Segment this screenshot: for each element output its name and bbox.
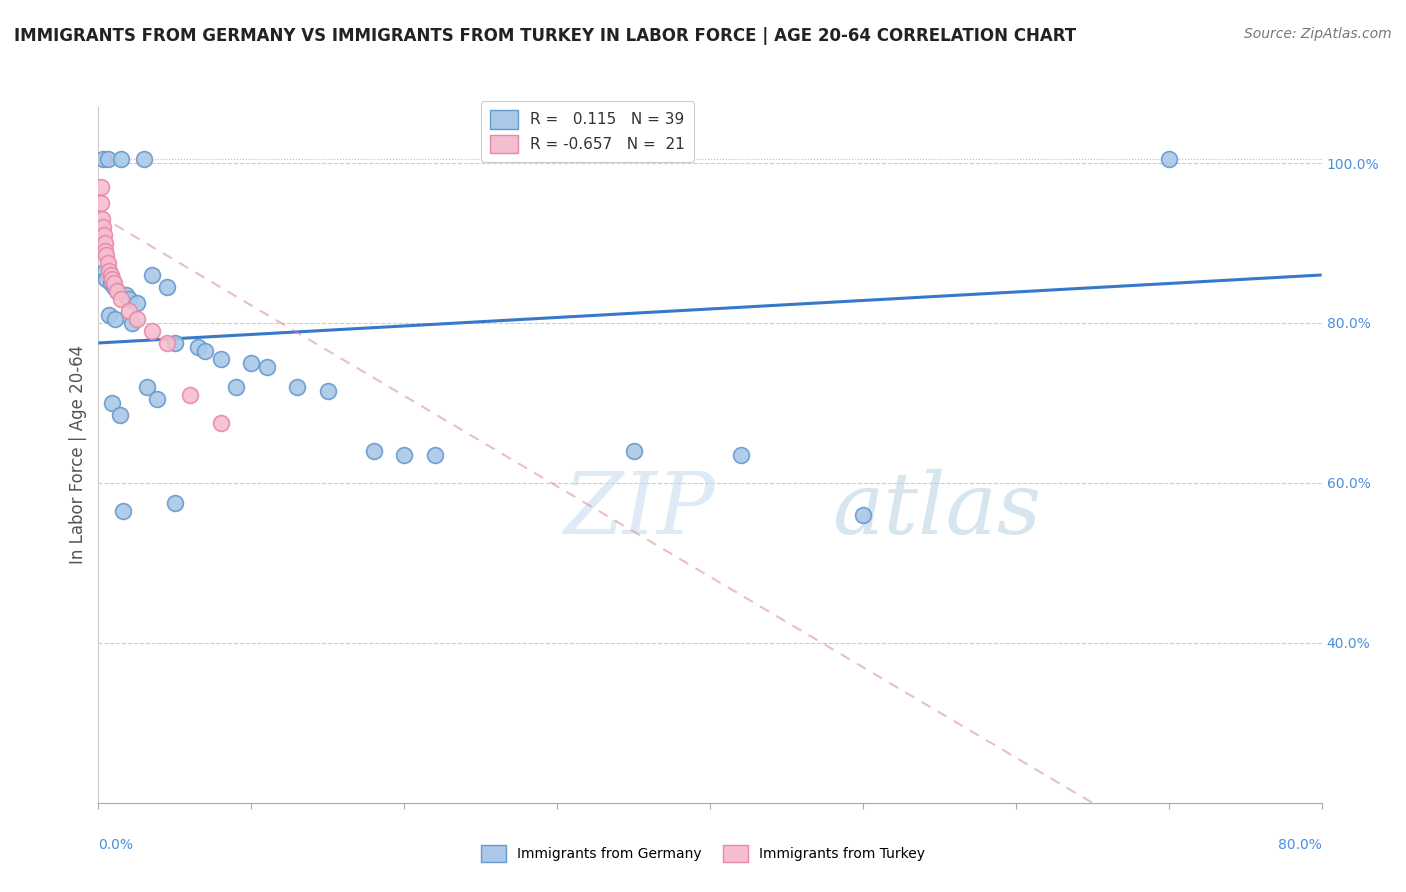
Y-axis label: In Labor Force | Age 20-64: In Labor Force | Age 20-64: [69, 345, 87, 565]
Point: [285, 380, 308, 394]
Text: 80.0%: 80.0%: [1278, 838, 1322, 853]
Text: 0.0%: 0.0%: [98, 838, 134, 853]
Point: [93, 227, 115, 242]
Point: [141, 324, 163, 338]
Point: [187, 340, 209, 354]
Point: [256, 359, 278, 374]
Point: [91, 219, 114, 234]
Point: [1157, 152, 1180, 166]
Point: [163, 335, 186, 350]
Point: [115, 288, 138, 302]
Point: [91, 152, 114, 166]
Text: ZIP: ZIP: [564, 469, 716, 552]
Point: [125, 296, 148, 310]
Point: [105, 284, 128, 298]
Legend: R =   0.115   N = 39, R = -0.657   N =  21: R = 0.115 N = 39, R = -0.657 N = 21: [481, 101, 695, 162]
Point: [91, 212, 114, 227]
Point: [156, 335, 179, 350]
Point: [136, 380, 159, 394]
Point: [118, 304, 141, 318]
Legend: Immigrants from Germany, Immigrants from Turkey: Immigrants from Germany, Immigrants from…: [475, 839, 931, 867]
Point: [118, 292, 141, 306]
Point: [141, 268, 163, 282]
Point: [225, 380, 247, 394]
Point: [121, 316, 143, 330]
Point: [100, 276, 122, 290]
Point: [101, 272, 124, 286]
Point: [110, 152, 132, 166]
Point: [125, 312, 148, 326]
Point: [134, 152, 156, 166]
Point: [103, 280, 125, 294]
Text: Source: ZipAtlas.com: Source: ZipAtlas.com: [1244, 27, 1392, 41]
Point: [108, 408, 131, 422]
Text: IMMIGRANTS FROM GERMANY VS IMMIGRANTS FROM TURKEY IN LABOR FORCE | AGE 20-64 COR: IMMIGRANTS FROM GERMANY VS IMMIGRANTS FR…: [14, 27, 1076, 45]
Point: [240, 356, 263, 370]
Point: [105, 284, 128, 298]
Point: [194, 343, 217, 358]
Point: [179, 388, 201, 402]
Point: [94, 272, 117, 286]
Point: [392, 448, 416, 462]
Text: atlas: atlas: [832, 469, 1042, 552]
Point: [209, 351, 232, 366]
Point: [90, 180, 112, 194]
Point: [97, 256, 120, 270]
Point: [97, 152, 120, 166]
Point: [316, 384, 339, 398]
Point: [101, 396, 124, 410]
Point: [145, 392, 167, 406]
Point: [94, 248, 117, 262]
Point: [363, 444, 385, 458]
Point: [156, 280, 179, 294]
Point: [100, 268, 122, 282]
Point: [104, 312, 127, 326]
Point: [103, 276, 125, 290]
Point: [98, 264, 121, 278]
Point: [90, 196, 112, 211]
Point: [623, 444, 645, 458]
Point: [163, 496, 186, 510]
Point: [111, 504, 134, 518]
Point: [730, 448, 752, 462]
Point: [93, 235, 115, 250]
Point: [98, 308, 121, 322]
Point: [94, 244, 117, 258]
Point: [93, 264, 115, 278]
Point: [423, 448, 446, 462]
Point: [852, 508, 875, 522]
Point: [110, 292, 132, 306]
Point: [209, 416, 232, 430]
